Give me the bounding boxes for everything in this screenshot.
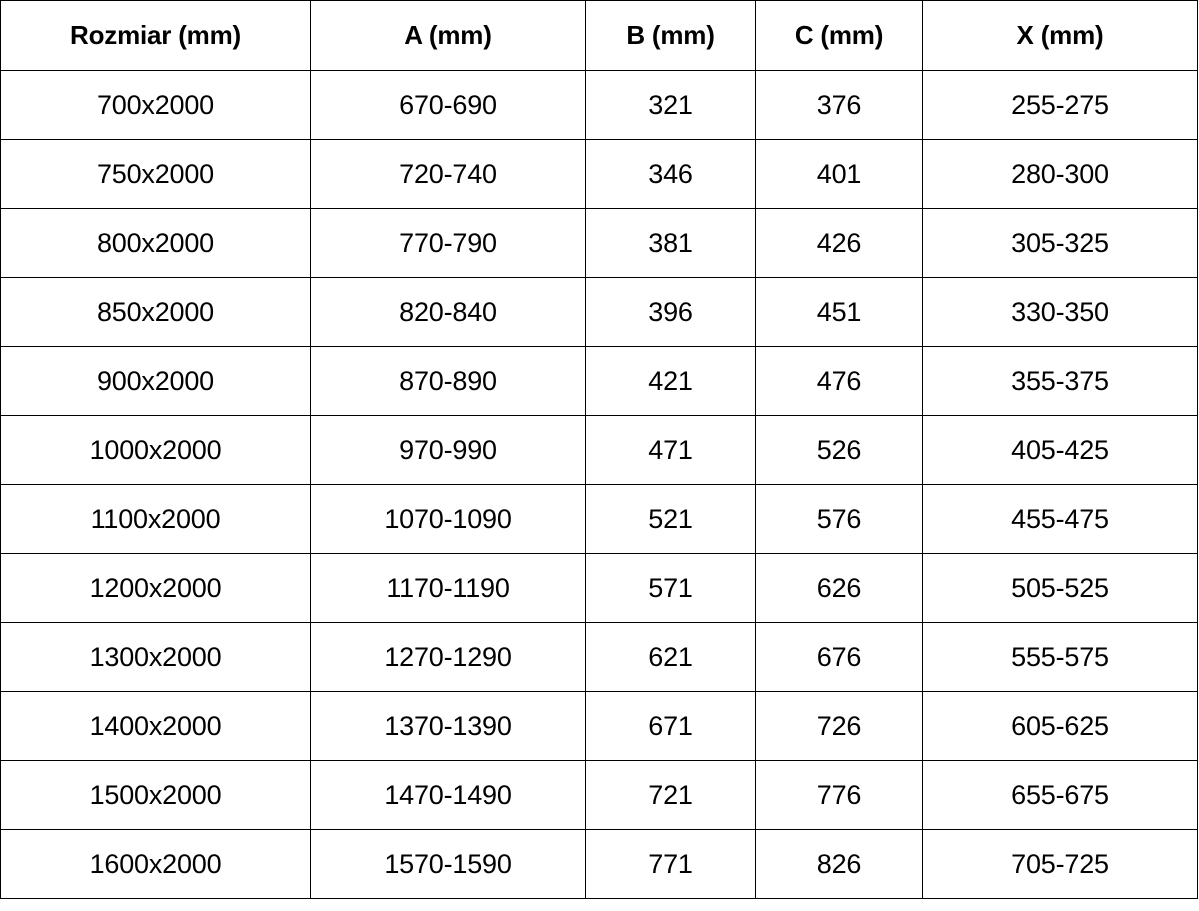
cell-size: 750x2000 <box>0 139 311 209</box>
cell-b: 771 <box>585 829 756 899</box>
table-body: 700x2000 670-690 321 376 255-275 750x2000 720-… <box>0 70 1198 899</box>
cell-x: 305-325 <box>922 208 1198 278</box>
table-row: 900x2000 870-890 421 476 355-375 <box>0 346 1198 416</box>
cell-size: 900x2000 <box>0 346 311 416</box>
cell-a: 670-690 <box>310 70 586 140</box>
cell-a: 1170-1190 <box>310 553 586 623</box>
cell-x: 605-625 <box>922 691 1198 761</box>
cell-a: 1270-1290 <box>310 622 586 692</box>
cell-c: 776 <box>755 760 923 830</box>
cell-b: 671 <box>585 691 756 761</box>
cell-b: 471 <box>585 415 756 485</box>
table-row: 1000x2000 970-990 471 526 405-425 <box>0 415 1198 485</box>
column-header-b: B (mm) <box>585 0 756 71</box>
cell-a: 870-890 <box>310 346 586 416</box>
cell-c: 726 <box>755 691 923 761</box>
cell-c: 676 <box>755 622 923 692</box>
cell-x: 405-425 <box>922 415 1198 485</box>
cell-b: 621 <box>585 622 756 692</box>
cell-size: 1300x2000 <box>0 622 311 692</box>
cell-size: 800x2000 <box>0 208 311 278</box>
cell-a: 1070-1090 <box>310 484 586 554</box>
cell-b: 396 <box>585 277 756 347</box>
cell-x: 330-350 <box>922 277 1198 347</box>
cell-a: 1470-1490 <box>310 760 586 830</box>
table-row: 1200x2000 1170-1190 571 626 505-525 <box>0 553 1198 623</box>
cell-a: 720-740 <box>310 139 586 209</box>
table-row: 750x2000 720-740 346 401 280-300 <box>0 139 1198 209</box>
cell-c: 826 <box>755 829 923 899</box>
cell-a: 1570-1590 <box>310 829 586 899</box>
cell-size: 1600x2000 <box>0 829 311 899</box>
table-row: 1100x2000 1070-1090 521 576 455-475 <box>0 484 1198 554</box>
cell-c: 476 <box>755 346 923 416</box>
cell-c: 426 <box>755 208 923 278</box>
cell-x: 555-575 <box>922 622 1198 692</box>
cell-c: 526 <box>755 415 923 485</box>
cell-size: 1100x2000 <box>0 484 311 554</box>
cell-b: 521 <box>585 484 756 554</box>
cell-x: 280-300 <box>922 139 1198 209</box>
column-header-x: X (mm) <box>922 0 1198 71</box>
column-header-a: A (mm) <box>310 0 586 71</box>
cell-b: 381 <box>585 208 756 278</box>
cell-x: 255-275 <box>922 70 1198 140</box>
column-header-c: C (mm) <box>755 0 923 71</box>
cell-a: 770-790 <box>310 208 586 278</box>
cell-size: 700x2000 <box>0 70 311 140</box>
table-row: 700x2000 670-690 321 376 255-275 <box>0 70 1198 140</box>
cell-x: 505-525 <box>922 553 1198 623</box>
cell-x: 455-475 <box>922 484 1198 554</box>
table-row: 1600x2000 1570-1590 771 826 705-725 <box>0 829 1198 899</box>
cell-a: 1370-1390 <box>310 691 586 761</box>
cell-a: 970-990 <box>310 415 586 485</box>
table-header: Rozmiar (mm) A (mm) B (mm) C (mm) X (mm) <box>0 0 1198 71</box>
cell-c: 576 <box>755 484 923 554</box>
column-header-size: Rozmiar (mm) <box>0 0 311 71</box>
cell-c: 451 <box>755 277 923 347</box>
cell-c: 376 <box>755 70 923 140</box>
cell-a: 820-840 <box>310 277 586 347</box>
table-row: 1400x2000 1370-1390 671 726 605-625 <box>0 691 1198 761</box>
cell-b: 321 <box>585 70 756 140</box>
cell-c: 401 <box>755 139 923 209</box>
cell-b: 571 <box>585 553 756 623</box>
cell-size: 1500x2000 <box>0 760 311 830</box>
table-row: 1300x2000 1270-1290 621 676 555-575 <box>0 622 1198 692</box>
cell-b: 721 <box>585 760 756 830</box>
cell-b: 346 <box>585 139 756 209</box>
cell-b: 421 <box>585 346 756 416</box>
cell-x: 355-375 <box>922 346 1198 416</box>
table-row: 1500x2000 1470-1490 721 776 655-675 <box>0 760 1198 830</box>
cell-x: 655-675 <box>922 760 1198 830</box>
table-row: 800x2000 770-790 381 426 305-325 <box>0 208 1198 278</box>
cell-size: 850x2000 <box>0 277 311 347</box>
cell-size: 1400x2000 <box>0 691 311 761</box>
table-row: 850x2000 820-840 396 451 330-350 <box>0 277 1198 347</box>
table-header-row: Rozmiar (mm) A (mm) B (mm) C (mm) X (mm) <box>0 0 1198 71</box>
cell-size: 1000x2000 <box>0 415 311 485</box>
cell-x: 705-725 <box>922 829 1198 899</box>
cell-c: 626 <box>755 553 923 623</box>
cell-size: 1200x2000 <box>0 553 311 623</box>
